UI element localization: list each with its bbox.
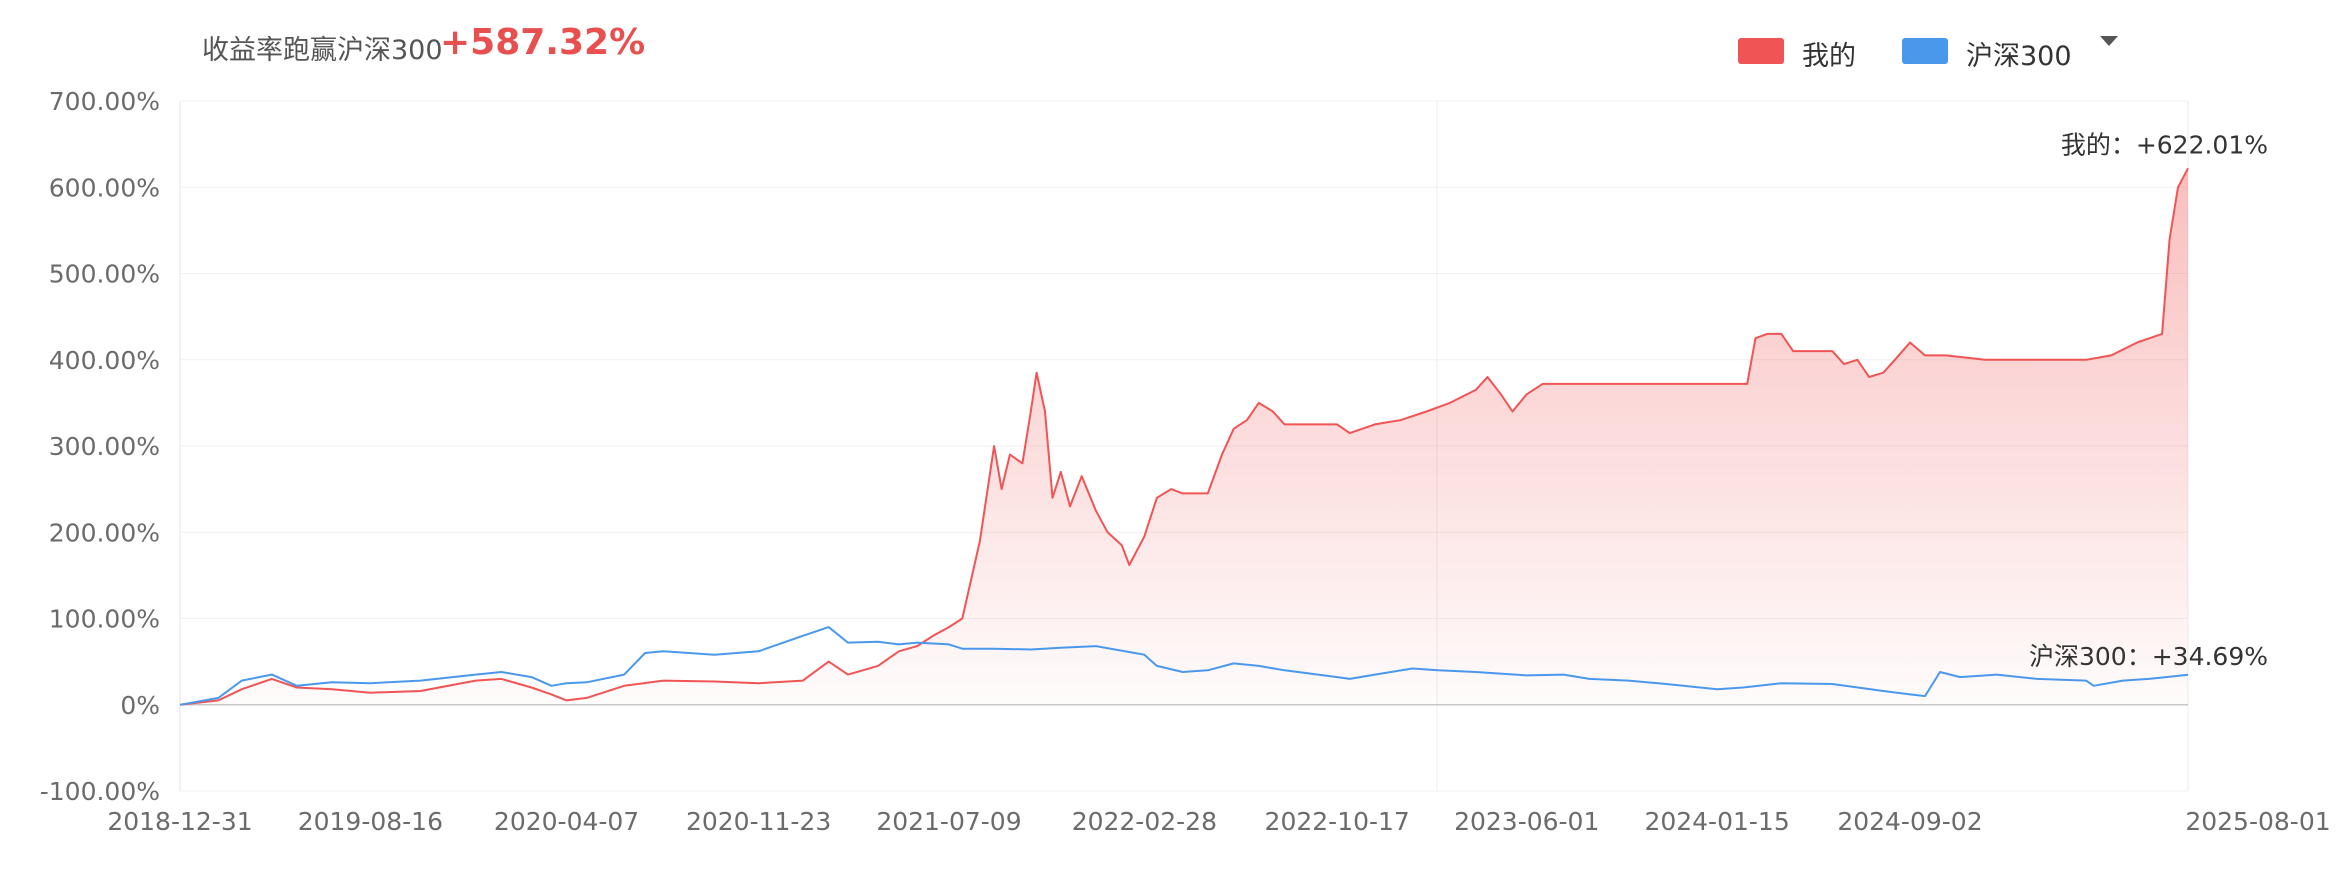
y-tick-label: 0% — [120, 691, 160, 720]
x-tick-label: 2024-09-02 — [1837, 807, 1982, 836]
outperformance-label: 收益率跑赢沪深300 — [202, 35, 443, 66]
y-tick-label: 100.00% — [49, 605, 160, 634]
x-tick-label: 2020-04-07 — [494, 807, 639, 836]
legend-label-csi300: 沪深300 — [1966, 41, 2072, 72]
series-end-label-1: 沪深300：+34.69% — [2029, 642, 2268, 671]
y-tick-label: 300.00% — [49, 432, 160, 461]
series-end-label-0: 我的：+622.01% — [2061, 130, 2268, 159]
x-tick-label: 2023-06-01 — [1454, 807, 1599, 836]
y-tick-label: -100.00% — [40, 777, 160, 806]
y-tick-label: 700.00% — [49, 87, 160, 116]
x-tick-label: 2021-07-09 — [876, 807, 1021, 836]
y-tick-label: 200.00% — [49, 518, 160, 547]
x-tick-label: 2022-02-28 — [1072, 807, 1217, 836]
x-tick-label: 2025-08-01 — [2185, 807, 2330, 836]
y-tick-label: 500.00% — [49, 260, 160, 289]
legend-swatch-csi300 — [1902, 38, 1948, 64]
x-tick-label: 2024-01-15 — [1644, 807, 1789, 836]
y-tick-label: 400.00% — [49, 346, 160, 375]
chevron-down-icon[interactable] — [2100, 36, 2118, 46]
legend-swatch-mine — [1738, 38, 1784, 64]
series-lines — [179, 167, 2189, 706]
series-line-1 — [179, 626, 2189, 706]
area-fills — [180, 168, 2188, 705]
legend-label-mine: 我的 — [1802, 41, 1856, 72]
x-tick-label: 2022-10-17 — [1265, 807, 1410, 836]
x-tick-label: 2019-08-16 — [298, 807, 443, 836]
y-tick-label: 600.00% — [49, 173, 160, 202]
series-area-0 — [180, 168, 2188, 705]
x-tick-label: 2018-12-31 — [107, 807, 252, 836]
axis-labels: 700.00% 600.00% 500.00% 400.00% 300.00% 200.0… — [40, 87, 2331, 836]
x-tick-label: 2020-11-23 — [686, 807, 831, 836]
chart-header: 收益率跑赢沪深300 +587.32% 我的 沪深300 — [0, 0, 2339, 90]
outperformance-value: +587.32% — [440, 22, 646, 63]
series-line-0 — [179, 167, 2189, 706]
